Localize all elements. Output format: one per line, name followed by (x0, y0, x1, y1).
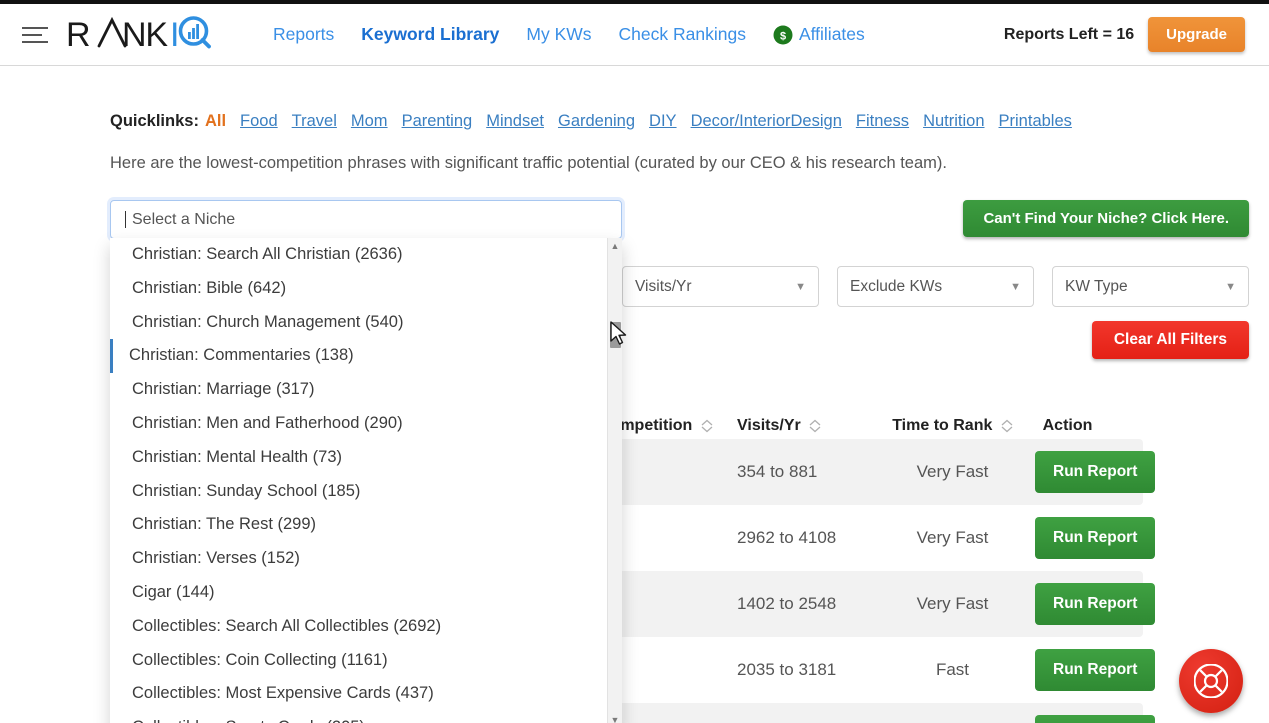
svg-text:$: $ (780, 30, 786, 42)
svg-text:I: I (170, 16, 179, 54)
svg-text:NK: NK (122, 16, 168, 54)
svg-text:R: R (66, 16, 89, 54)
